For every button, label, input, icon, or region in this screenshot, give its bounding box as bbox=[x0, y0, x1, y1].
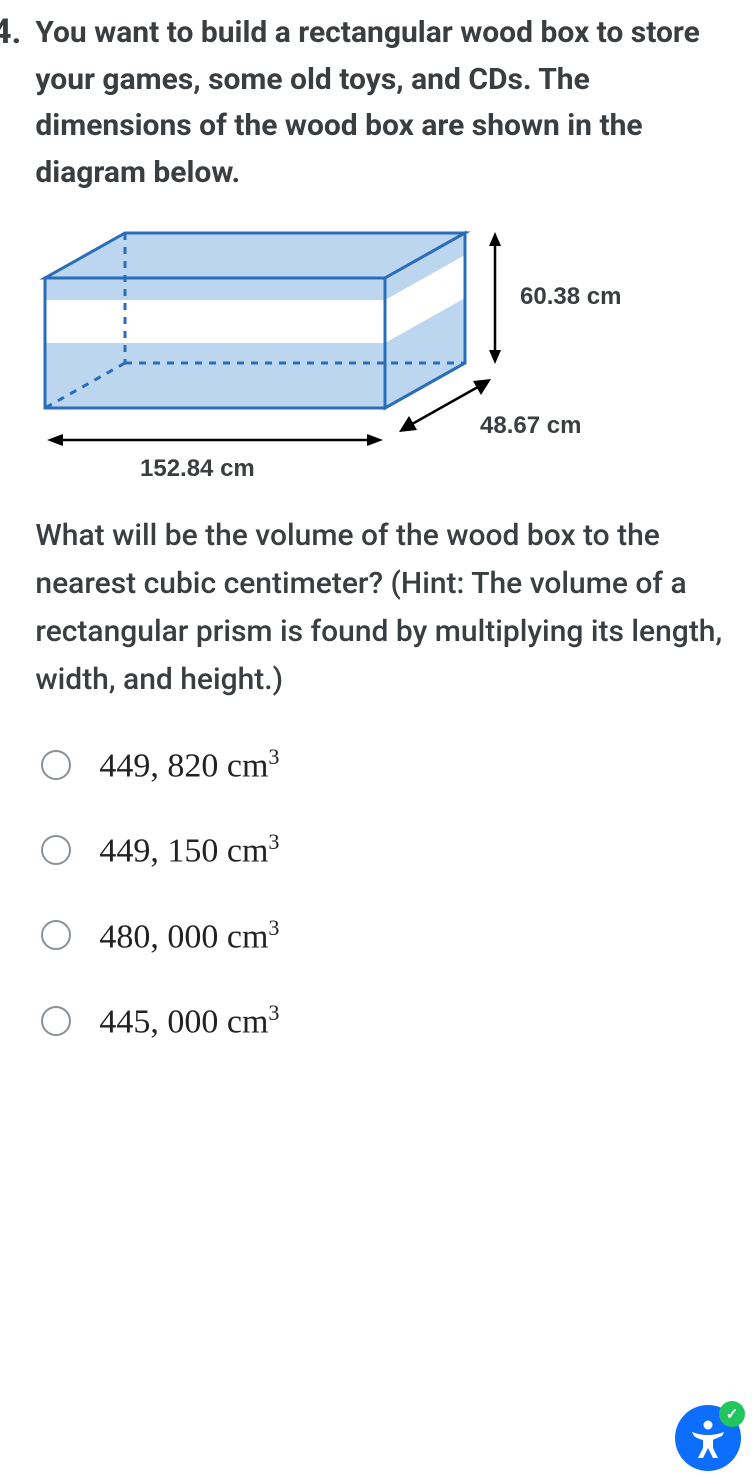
option-power: 3 bbox=[268, 1000, 279, 1025]
answer-options: 449, 820 cm3 449, 150 cm3 480, 000 cm3 bbox=[35, 744, 735, 1041]
answer-option[interactable]: 445, 000 cm3 bbox=[41, 1000, 735, 1041]
radio-icon bbox=[41, 750, 71, 780]
accessibility-badge[interactable]: ✓ bbox=[675, 1405, 741, 1471]
question-text-intro: You want to build a rectangular wood box… bbox=[35, 10, 735, 196]
problem-row: 4. You want to build a rectangular wood … bbox=[0, 10, 735, 1085]
question-container: 4. You want to build a rectangular wood … bbox=[0, 0, 755, 1105]
width-label: 48.67 cm bbox=[480, 412, 581, 439]
option-unit: cm bbox=[227, 918, 269, 955]
answer-option[interactable]: 480, 000 cm3 bbox=[41, 915, 735, 956]
option-power: 3 bbox=[268, 915, 279, 940]
question-body: You want to build a rectangular wood box… bbox=[35, 10, 735, 1085]
radio-icon bbox=[41, 920, 71, 950]
radio-icon bbox=[41, 1006, 71, 1036]
option-value: 449, 150 bbox=[99, 833, 218, 870]
question-number: 4. bbox=[0, 10, 21, 54]
question-text-prompt: What will be the volume of the wood box … bbox=[35, 512, 735, 704]
box-diagram-svg: 60.38 cm 48.67 cm 152.84 cm bbox=[35, 218, 715, 498]
radio-icon bbox=[41, 835, 71, 865]
option-unit: cm bbox=[227, 833, 269, 870]
check-icon: ✓ bbox=[719, 1401, 745, 1427]
accessibility-icon: ✓ bbox=[675, 1405, 741, 1471]
length-label: 152.84 cm bbox=[140, 455, 255, 482]
option-unit: cm bbox=[227, 1003, 269, 1040]
option-value: 449, 820 bbox=[99, 747, 218, 784]
answer-option[interactable]: 449, 150 cm3 bbox=[41, 829, 735, 870]
length-arrow-l bbox=[47, 434, 63, 446]
option-value: 445, 000 bbox=[99, 1003, 218, 1040]
diagram: 60.38 cm 48.67 cm 152.84 cm bbox=[35, 218, 735, 502]
option-unit: cm bbox=[227, 747, 269, 784]
option-label: 449, 820 cm3 bbox=[99, 744, 279, 785]
height-arrow-down bbox=[489, 350, 501, 364]
answer-option[interactable]: 449, 820 cm3 bbox=[41, 744, 735, 785]
height-arrow-up bbox=[489, 232, 501, 246]
height-label: 60.38 cm bbox=[520, 283, 621, 310]
option-label: 480, 000 cm3 bbox=[99, 915, 279, 956]
option-label: 445, 000 cm3 bbox=[99, 1000, 279, 1041]
option-label: 449, 150 cm3 bbox=[99, 829, 279, 870]
option-power: 3 bbox=[268, 829, 279, 854]
length-arrow-r bbox=[367, 434, 383, 446]
option-value: 480, 000 bbox=[99, 918, 218, 955]
option-power: 3 bbox=[268, 744, 279, 769]
